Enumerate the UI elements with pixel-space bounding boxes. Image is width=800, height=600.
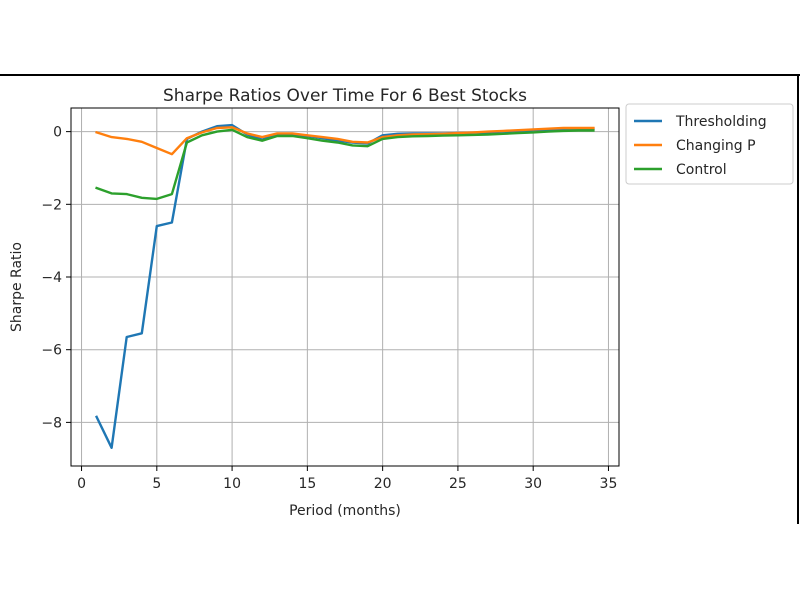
grid-lines <box>71 108 619 466</box>
image-border-right <box>797 74 799 524</box>
x-axis-label: Period (months) <box>289 503 401 519</box>
x-tick-label: 0 <box>77 476 86 492</box>
x-tick-label: 25 <box>449 476 467 492</box>
x-axis-ticks: 0 5 10 15 20 25 30 35 <box>77 466 617 492</box>
x-tick-label: 20 <box>374 476 392 492</box>
y-tick-label: −2 <box>41 197 62 213</box>
y-tick-label: 0 <box>53 125 62 141</box>
y-tick-label: −4 <box>41 270 62 286</box>
legend-box <box>625 103 794 185</box>
x-tick-label: 30 <box>524 476 542 492</box>
series-line-thresholding <box>94 123 595 449</box>
y-tick-label: −6 <box>41 343 62 359</box>
chart-title: Sharpe Ratios Over Time For 6 Best Stock… <box>163 86 527 106</box>
series-line-changing-p <box>95 126 595 156</box>
series-line-control <box>95 128 595 201</box>
legend-label: Changing P <box>676 138 756 154</box>
legend-label: Thresholding <box>675 114 767 130</box>
series-layer <box>94 123 595 449</box>
plot-area-frame <box>70 107 620 467</box>
x-tick-label: 35 <box>600 476 618 492</box>
y-axis-label: Sharpe Ratio <box>9 242 25 332</box>
legend-label: Control <box>676 162 727 178</box>
x-tick-label: 15 <box>298 476 316 492</box>
x-tick-label: 5 <box>152 476 161 492</box>
x-tick-label: 10 <box>223 476 241 492</box>
legend: Thresholding Changing P Control <box>625 103 794 185</box>
y-axis-ticks: 0 −2 −4 −6 −8 <box>41 125 71 431</box>
y-tick-label: −8 <box>41 415 62 431</box>
image-border-top <box>0 74 800 76</box>
